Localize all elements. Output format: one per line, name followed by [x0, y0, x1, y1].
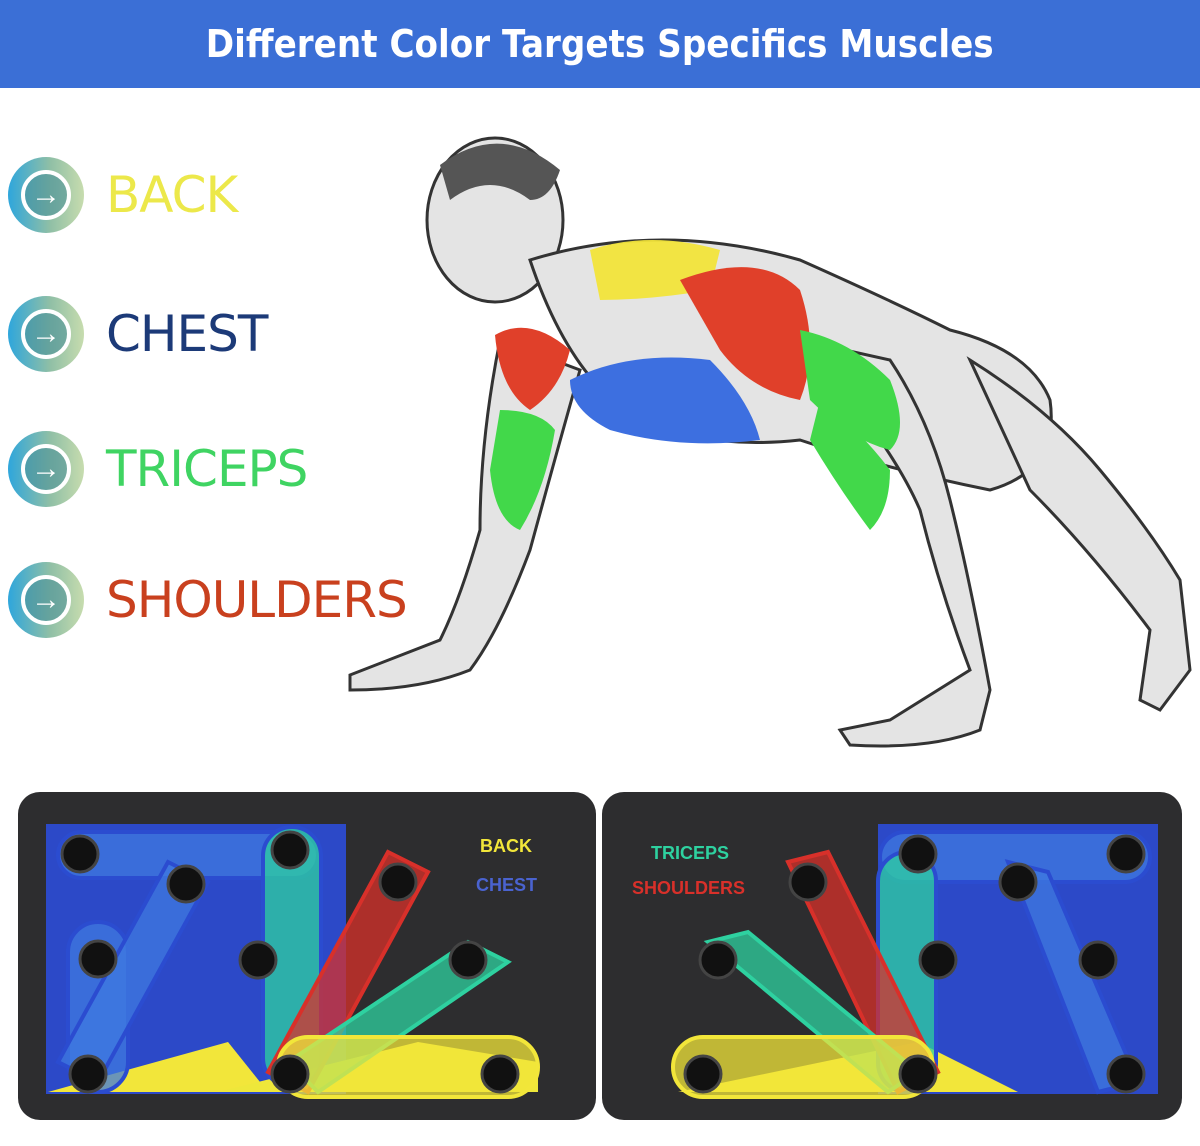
arrow-right-circle-icon: → — [8, 431, 84, 507]
triceps-muscle-forearm — [810, 400, 890, 530]
shoulder-muscle-far — [680, 267, 810, 400]
hair — [440, 143, 560, 200]
board-label-back: BACK — [480, 836, 532, 856]
legend-label: TRICEPS — [106, 440, 308, 498]
legend-item-shoulders: → SHOULDERS — [8, 562, 408, 638]
legend-label: BACK — [106, 166, 238, 224]
arrow-right-circle-icon: → — [8, 296, 84, 372]
arrow-right-circle-icon: → — [8, 157, 84, 233]
triceps-muscle-near — [490, 410, 555, 530]
legend-item-triceps: → TRICEPS — [8, 431, 308, 507]
legend-label: SHOULDERS — [106, 571, 408, 629]
triceps-muscle-far — [800, 330, 900, 450]
banner-title: Different Color Targets Specifics Muscle… — [206, 22, 994, 66]
legend-item-chest: → CHEST — [8, 296, 268, 372]
shoulder-muscle-near — [495, 327, 570, 410]
board-label-chest: CHEST — [476, 875, 538, 895]
legend-label: CHEST — [106, 305, 268, 363]
pushup-board — [18, 792, 1182, 1120]
legs — [966, 356, 1192, 712]
pushup-figure-illustration — [348, 136, 1192, 748]
board-label-triceps: TRICEPS — [651, 843, 730, 863]
handle-slot-shoulders — [785, 849, 941, 1095]
arrow-right-circle-icon: → — [8, 562, 84, 638]
legend-item-back: → BACK — [8, 157, 238, 233]
board-label-shoulders: SHOULDERS — [632, 878, 746, 898]
chest-muscle — [570, 357, 760, 444]
title-banner: Different Color Targets Specifics Muscle… — [0, 0, 1200, 88]
